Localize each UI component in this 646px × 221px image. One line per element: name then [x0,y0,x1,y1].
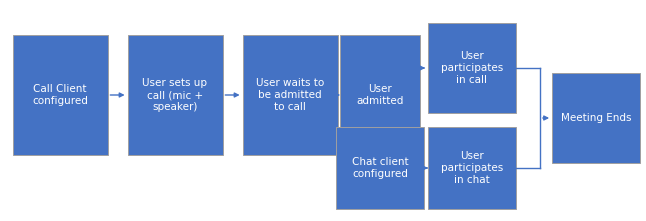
Text: Meeting Ends: Meeting Ends [561,113,631,123]
FancyBboxPatch shape [552,73,640,163]
FancyBboxPatch shape [428,23,516,113]
Text: Chat client
configured: Chat client configured [351,157,408,179]
FancyBboxPatch shape [12,35,107,155]
Text: User
participates
in call: User participates in call [441,51,503,85]
FancyBboxPatch shape [127,35,222,155]
Text: User
admitted: User admitted [357,84,404,106]
FancyBboxPatch shape [336,127,424,209]
Text: User sets up
call (mic +
speaker): User sets up call (mic + speaker) [143,78,207,112]
FancyBboxPatch shape [242,35,337,155]
Text: Call Client
configured: Call Client configured [32,84,88,106]
FancyBboxPatch shape [428,127,516,209]
FancyBboxPatch shape [340,35,420,155]
Text: User waits to
be admitted
to call: User waits to be admitted to call [256,78,324,112]
Text: User
participates
in chat: User participates in chat [441,151,503,185]
